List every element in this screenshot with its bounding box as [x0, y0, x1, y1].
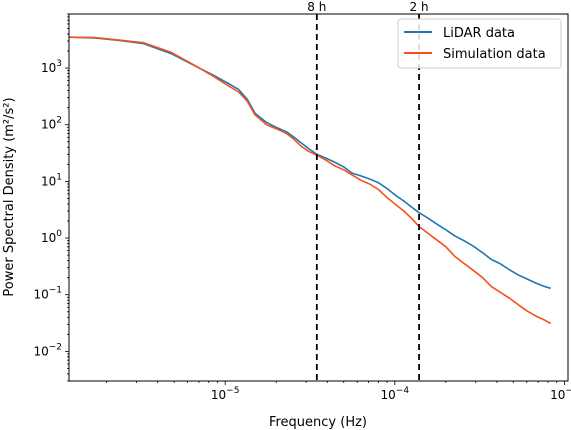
legend-label-simulation: Simulation data	[443, 47, 546, 62]
plot-area	[69, 14, 568, 381]
y-tick-label-1: 10−1	[33, 286, 62, 302]
legend-label-lidar: LiDAR data	[443, 26, 515, 41]
y-tick-label-5: 103	[41, 59, 62, 75]
series-line-1	[69, 36, 552, 325]
plot-frame	[68, 13, 569, 382]
y-tick-label-3: 101	[41, 172, 62, 188]
y-tick-label-2: 100	[41, 229, 62, 245]
vline-layer: 8 h 2 h	[307, 0, 429, 381]
x-tick-label-0: 10−5	[211, 386, 240, 402]
y-tick-label-4: 102	[41, 116, 62, 132]
legend: LiDAR data Simulation data	[397, 18, 562, 69]
x-axis-title: Frequency (Hz)	[269, 415, 367, 430]
y-axis-ticks: 10−2 10−1 100 101 102 103	[33, 13, 69, 382]
series-line-0	[69, 36, 551, 290]
series-layer	[69, 36, 552, 325]
vline-label-0: 8 h	[307, 0, 326, 14]
vline-label-1: 2 h	[410, 0, 429, 14]
y-tick-label-0: 10−2	[33, 342, 62, 358]
x-tick-label-2: 10−3	[550, 386, 571, 402]
x-axis-ticks: 10−5 10−4 10−3	[106, 381, 571, 402]
y-axis-title: Power Spectral Density (m²/s²)	[2, 97, 17, 296]
legend-box	[397, 18, 562, 69]
x-tick-label-1: 10−4	[381, 386, 410, 402]
